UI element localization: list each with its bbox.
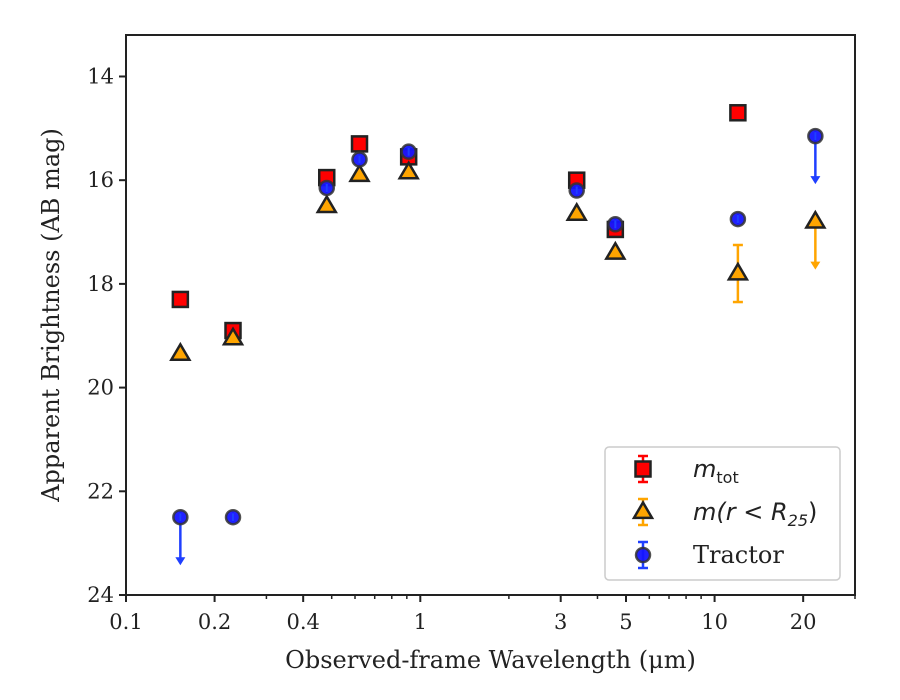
y-tick-label: 22 (87, 479, 114, 503)
series-mr25 (169, 160, 827, 362)
legend-item-mtot: mtot (634, 454, 739, 487)
legend-label-main: m (693, 455, 716, 483)
series-mtot (171, 104, 747, 340)
plot-frame (125, 34, 856, 596)
x-tick-label: 0.2 (198, 610, 231, 634)
x-tick-label: 1 (414, 610, 427, 634)
x-tick-label: 10 (701, 610, 728, 634)
y-tick-label: 16 (87, 168, 114, 192)
upper-limit-arrow-head (810, 176, 821, 185)
legend-marker (634, 546, 652, 564)
legend-label-subscript: tot (716, 468, 738, 487)
x-axis-label: Observed-frame Wavelength (μm) (285, 646, 696, 674)
x-tick-label: 0.4 (286, 610, 319, 634)
upper-limit-arrow-head (810, 261, 821, 270)
y-tick-label: 18 (87, 272, 114, 296)
x-tick-label: 0.1 (109, 610, 142, 634)
y-tick-label: 14 (87, 64, 114, 88)
y-axis-label: Apparent Brightness (AB mag) (37, 128, 65, 503)
y-tick-label: 24 (87, 583, 114, 607)
upper-limit-arrow-head (175, 557, 186, 566)
legend-label: mtot (693, 455, 739, 487)
legend-label-main: m(r < R (693, 498, 788, 526)
x-tick-label: 3 (554, 610, 567, 634)
legend-marker (631, 500, 655, 520)
legend-label-tail: ) (808, 498, 817, 526)
legend-box (604, 446, 841, 581)
axes: 14 16 18 20 22 24 0.1 0.2 0.4 1 3 5 10 20 (87, 64, 856, 634)
legend-label: m(r < R25) (693, 498, 817, 530)
x-tick-label: 20 (790, 610, 817, 634)
legend: mtot m(r < R25) Tractor (604, 446, 841, 581)
x-tick-label: 5 (619, 610, 632, 634)
legend-marker (634, 460, 652, 478)
legend-item-tractor: Tractor (634, 540, 784, 570)
legend-label-subscript: 25 (788, 511, 808, 530)
y-tick-label: 20 (87, 376, 114, 400)
series-tractor (172, 127, 824, 566)
legend-label: Tractor (693, 541, 784, 569)
plot-marks (169, 104, 827, 566)
legend-item-mr25: m(r < R25) (631, 497, 817, 530)
